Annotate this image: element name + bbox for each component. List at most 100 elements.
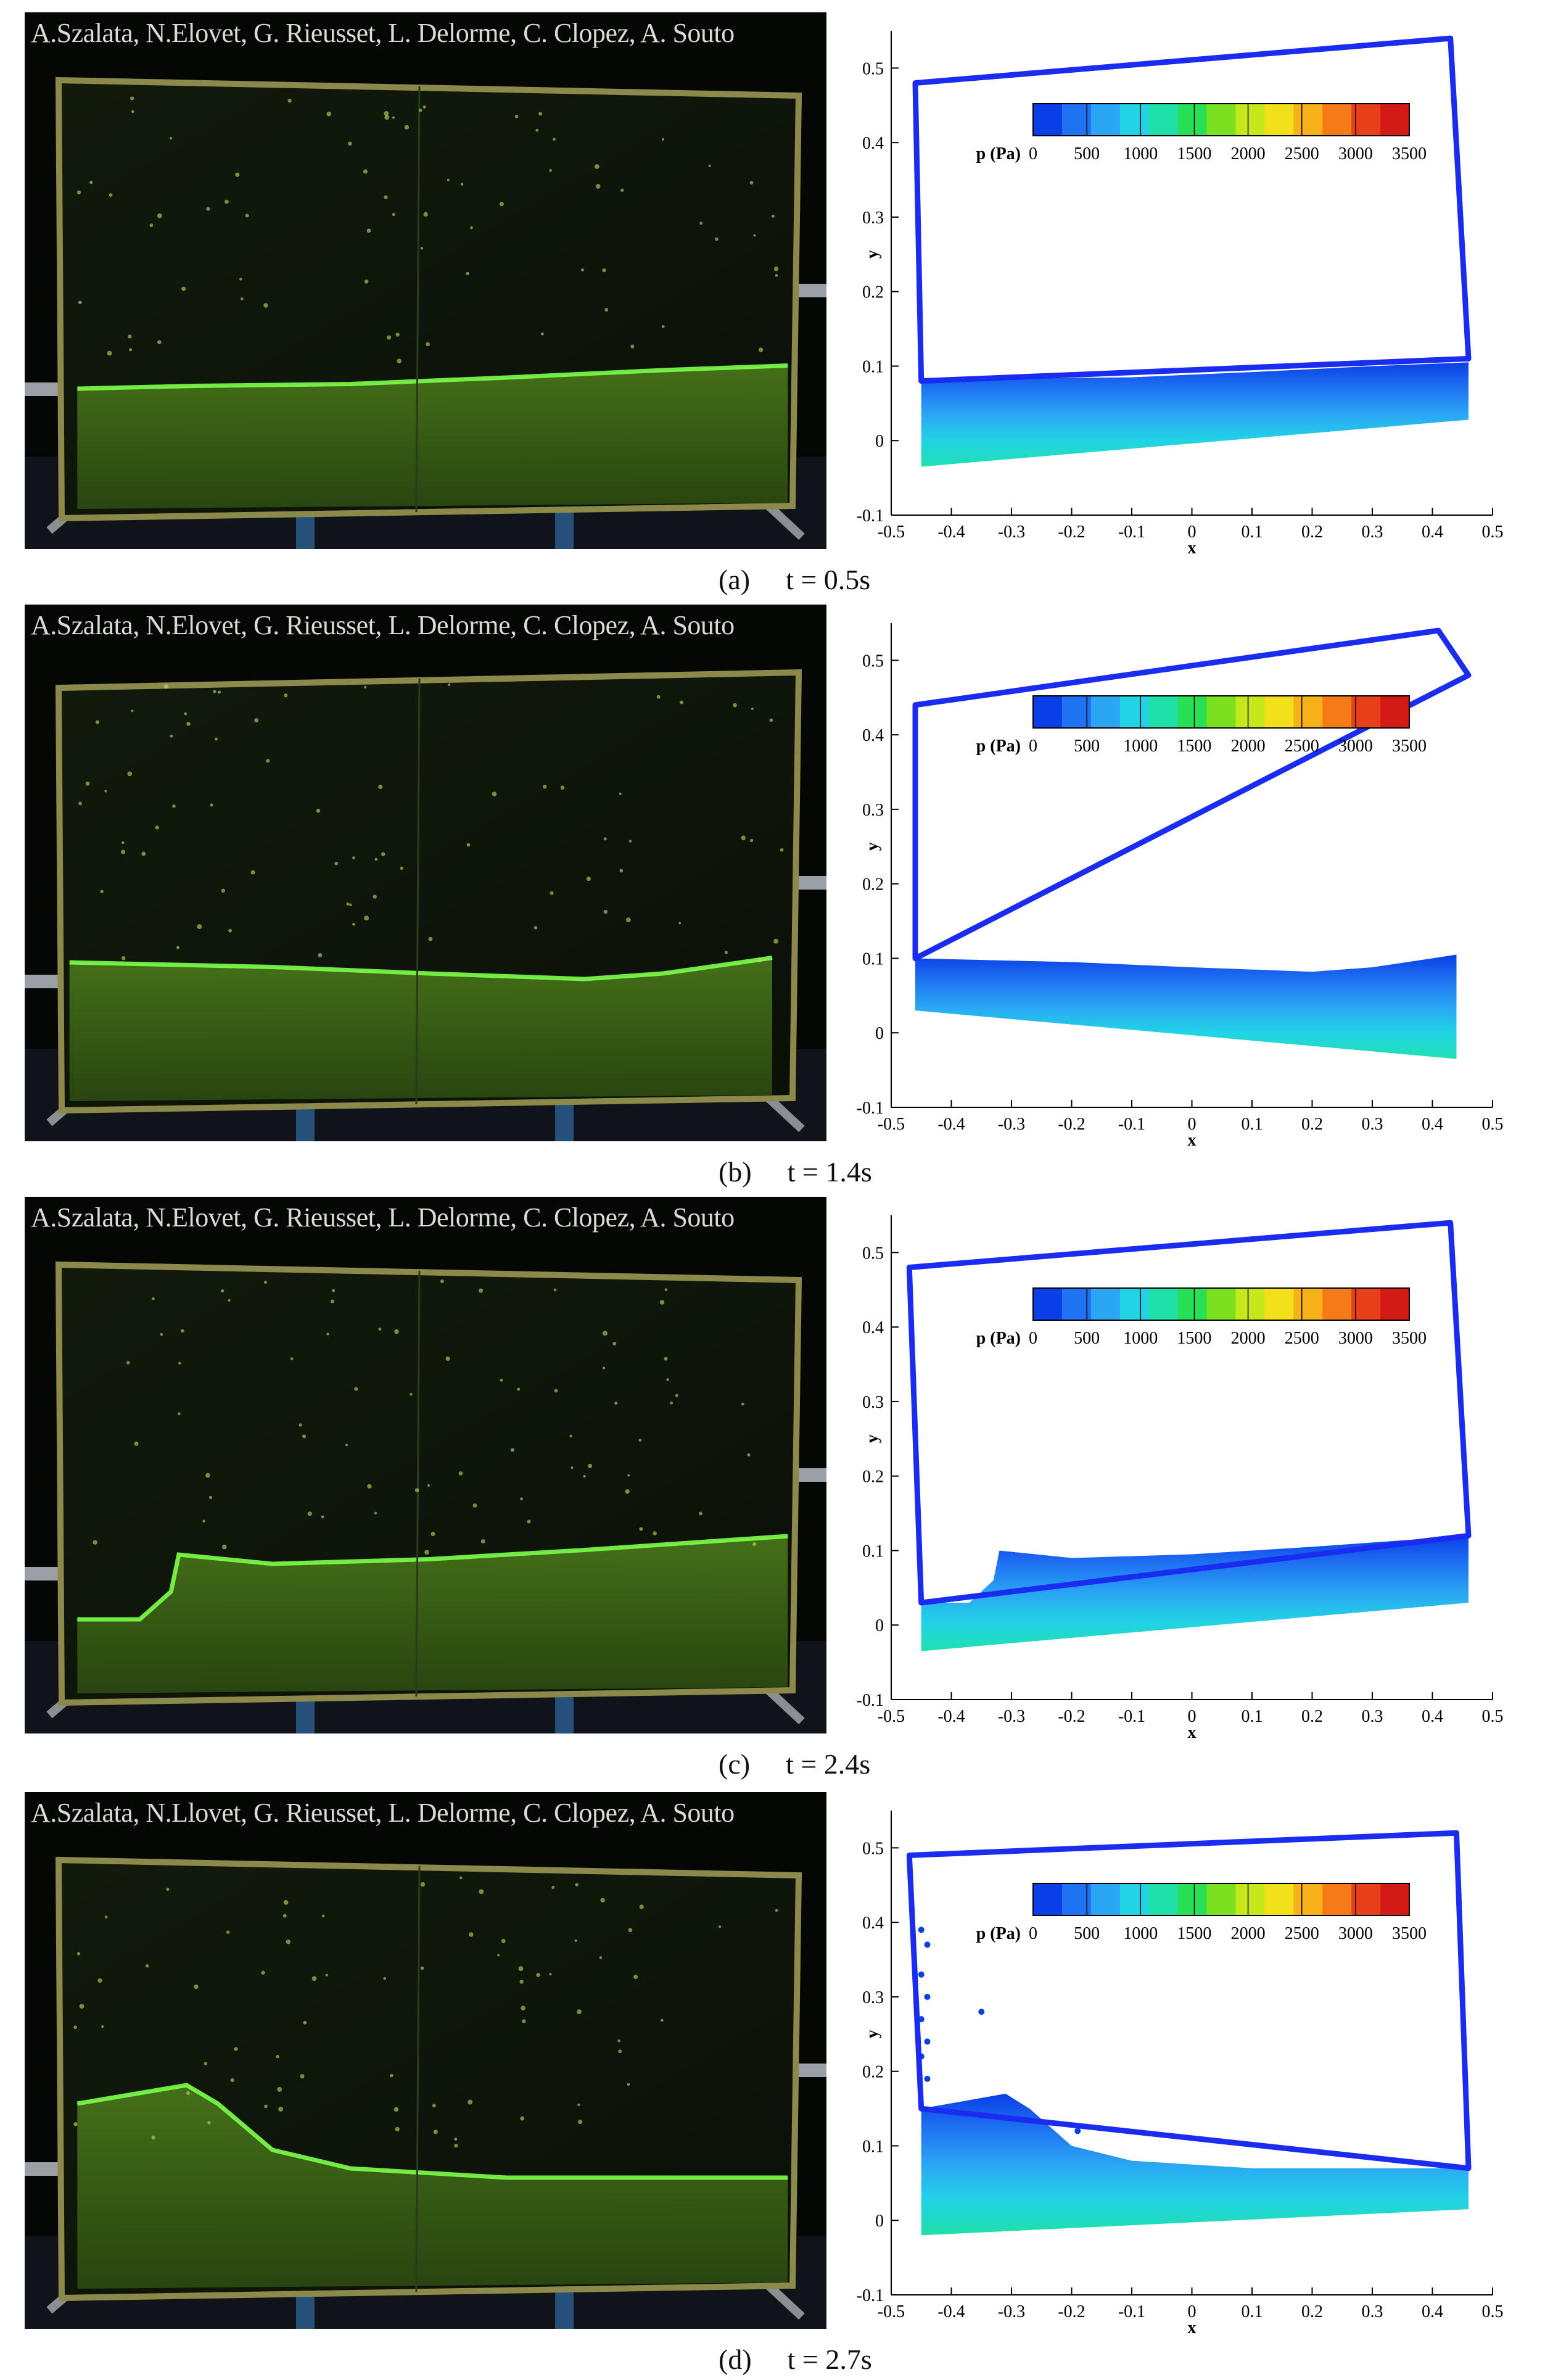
photo-credit: A.Szalata, N.Elovet, G. Rieusset, L. Del… — [31, 1202, 735, 1233]
colorbar-tick-label: 2500 — [1285, 144, 1319, 163]
colorbar-swatch — [1264, 104, 1294, 136]
x-tick-label: -0.1 — [1118, 2302, 1145, 2321]
colorbar-swatch — [1090, 1883, 1121, 1915]
x-tick-label: -0.4 — [937, 1115, 965, 1134]
x-tick-label: 0.1 — [1242, 2302, 1263, 2321]
simulation-plot-svg: -0.5 -0.4 -0.3 -0.2 -0.1 0 0.1 0.2 0.3 0.4 0.5 -0.1… — [857, 1811, 1504, 2337]
panel-b: A.Szalata, N.Elovet, G. Rieusset, L. Del… — [0, 605, 1553, 1191]
spray-droplet — [1074, 2128, 1081, 2134]
colorbar-swatch — [1148, 696, 1179, 728]
colorbar-tick-label: 1000 — [1123, 1924, 1158, 1943]
y-axis-label: y — [863, 1434, 882, 1443]
colorbar-swatch — [1293, 1288, 1323, 1320]
y-tick-label: -0.1 — [857, 1099, 884, 1118]
x-tick-label: -0.4 — [937, 1707, 965, 1726]
colorbar-tick-label: 0 — [1029, 1924, 1037, 1943]
colorbar-swatch — [1322, 1288, 1352, 1320]
colorbar-tick-label: 2000 — [1231, 737, 1266, 756]
x-tick-label: 0.2 — [1301, 523, 1323, 542]
colorbar-swatch — [1033, 1883, 1063, 1915]
colorbar-swatch — [1033, 1288, 1063, 1320]
x-tick-label: -0.5 — [878, 523, 905, 542]
experiment-photo: A.Szalata, N.Elovet, G. Rieusset, L. Del… — [25, 1197, 826, 1733]
colorbar-tick-label: 1000 — [1123, 737, 1158, 756]
x-tick-label: 0.2 — [1301, 1115, 1323, 1134]
x-tick-label: -0.2 — [1058, 1115, 1085, 1134]
colorbar-swatch — [1090, 104, 1121, 136]
x-axis-label: x — [1188, 1723, 1197, 1742]
colorbar-swatch — [1177, 1883, 1208, 1915]
panel-caption: (c) t = 2.4s — [719, 1748, 870, 1780]
experiment-photo: A.Szalata, N.Llovet, G. Rieusset, L. Del… — [25, 1792, 826, 2329]
x-tick-label: -0.2 — [1058, 1707, 1085, 1726]
simulation-plot: -0.5 -0.4 -0.3 -0.2 -0.1 0 0.1 0.2 0.3 0.4 0.5 -0.1… — [845, 1197, 1530, 1742]
photo-credit: A.Szalata, N.Elovet, G. Rieusset, L. Del… — [31, 610, 735, 640]
x-tick-label: 0 — [1188, 1115, 1197, 1134]
experiment-photo-drawing — [25, 1197, 826, 1733]
colorbar-swatch — [1264, 1883, 1294, 1915]
y-tick-label: 0.2 — [862, 283, 884, 302]
x-tick-label: 0.1 — [1242, 523, 1263, 542]
panel-a: A.Szalata, N.Elovet, G. Rieusset, L. Del… — [0, 12, 1553, 598]
x-tick-label: -0.5 — [878, 1115, 905, 1134]
experiment-photo-drawing — [25, 605, 826, 1141]
y-tick-label: 0.1 — [862, 2137, 884, 2156]
fluid-region — [921, 362, 1469, 467]
experiment-photo: A.Szalata, N.Elovet, G. Rieusset, L. Del… — [25, 12, 826, 549]
y-tick-label: -0.1 — [857, 1691, 884, 1710]
plot-axes: -0.5 -0.4 -0.3 -0.2 -0.1 0 0.1 0.2 0.3 0.4 0.5 -0.1… — [857, 623, 1504, 1150]
panel-label: (c) — [719, 1748, 751, 1780]
x-tick-label: 0 — [1188, 523, 1197, 542]
colorbar-swatch — [1235, 104, 1265, 136]
colorbar-tick-label: 2000 — [1231, 144, 1266, 163]
colorbar-swatch — [1293, 696, 1323, 728]
colorbar-swatch — [1148, 1883, 1179, 1915]
colorbar-label: p (Pa) — [976, 1329, 1021, 1348]
colorbar-swatch — [1322, 1883, 1352, 1915]
x-tick-label: -0.3 — [998, 1115, 1025, 1134]
experiment-photo: A.Szalata, N.Elovet, G. Rieusset, L. Del… — [25, 605, 826, 1141]
colorbar-swatch — [1380, 104, 1410, 136]
x-tick-label: 0.4 — [1422, 2302, 1443, 2321]
colorbar-tick-label: 3000 — [1338, 1924, 1373, 1943]
y-axis-label: y — [863, 250, 882, 258]
experiment-photo-drawing — [25, 1792, 826, 2329]
y-tick-label: 0.1 — [862, 1542, 884, 1561]
panel-time: t = 0.5s — [786, 564, 871, 595]
panel-caption: (d) t = 2.7s — [719, 2343, 872, 2376]
simulation-plot: -0.5 -0.4 -0.3 -0.2 -0.1 0 0.1 0.2 0.3 0.4 0.5 -0.1… — [845, 1792, 1530, 2337]
x-tick-label: 0.1 — [1242, 1115, 1263, 1134]
plot-axes: -0.5 -0.4 -0.3 -0.2 -0.1 0 0.1 0.2 0.3 0.4 0.5 -0.1… — [857, 1215, 1504, 1742]
panel-label: (a) — [719, 564, 751, 595]
simulation-plot-svg: -0.5 -0.4 -0.3 -0.2 -0.1 0 0.1 0.2 0.3 0.4 0.5 -0.1… — [857, 31, 1504, 558]
x-tick-label: 0.3 — [1362, 1707, 1383, 1726]
y-tick-label: 0.5 — [862, 651, 884, 671]
panel-time: t = 1.4s — [787, 1156, 872, 1188]
x-tick-label: 0.2 — [1301, 1707, 1323, 1726]
fluid-region — [915, 954, 1457, 1059]
y-tick-label: 0.5 — [862, 1839, 884, 1858]
colorbar-swatch — [1351, 1288, 1381, 1320]
colorbar-swatch — [1235, 1288, 1265, 1320]
tank-outline — [906, 1220, 1472, 1606]
colorbar-swatch — [1351, 696, 1381, 728]
colorbar-swatch — [1119, 1883, 1150, 1915]
simulation-plot-svg: -0.5 -0.4 -0.3 -0.2 -0.1 0 0.1 0.2 0.3 0.4 0.5 -0.1… — [857, 1215, 1504, 1742]
y-tick-label: 0.5 — [862, 1244, 884, 1263]
tank-outline — [906, 1830, 1472, 2171]
colorbar-swatch — [1090, 1288, 1121, 1320]
spray-droplet — [924, 1993, 931, 2000]
y-tick-label: -0.1 — [857, 506, 884, 526]
y-tick-label: 0.1 — [862, 357, 884, 376]
y-tick-label: 0.4 — [862, 726, 884, 745]
colorbar-label: p (Pa) — [976, 737, 1021, 756]
simulation-plot-svg: -0.5 -0.4 -0.3 -0.2 -0.1 0 0.1 0.2 0.3 0.4 0.5 -0.1… — [857, 623, 1504, 1150]
x-tick-label: 0.2 — [1301, 2302, 1323, 2321]
panel-time: t = 2.7s — [787, 2344, 872, 2375]
y-tick-label: 0.4 — [862, 1914, 884, 1933]
panel-time: t = 2.4s — [786, 1748, 871, 1780]
colorbar-tick-label: 500 — [1074, 1924, 1100, 1943]
colorbar-swatch — [1206, 696, 1236, 728]
colorbar-tick-label: 1500 — [1177, 144, 1211, 163]
colorbar-tick-label: 2500 — [1285, 1329, 1319, 1348]
